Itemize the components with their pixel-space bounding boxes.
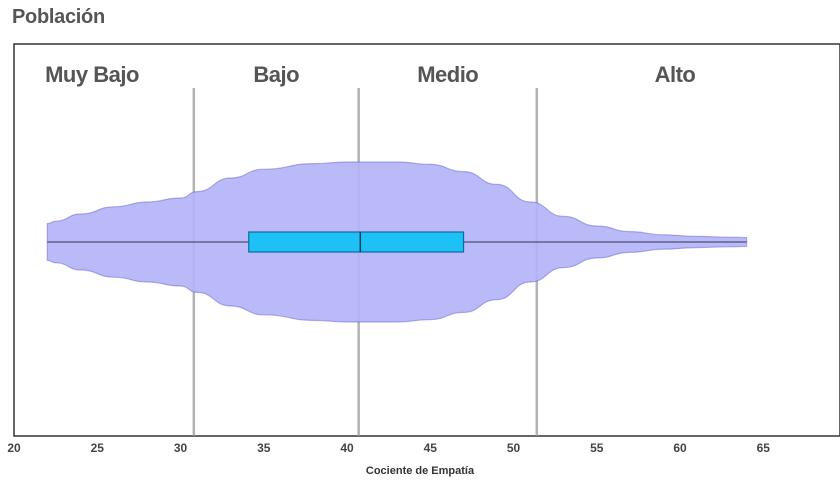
iqr-box (248, 231, 465, 253)
x-tick-label-65: 65 (757, 441, 771, 455)
x-axis-label: Cociente de Empatía (365, 465, 475, 477)
x-tick-label-60: 60 (673, 441, 687, 455)
plot-frame (13, 43, 840, 437)
x-tick-label-35: 35 (257, 441, 271, 455)
page-title: Población (12, 6, 105, 28)
category-label-4: Alto (655, 62, 696, 87)
x-tick-label-25: 25 (91, 441, 105, 455)
category-label-2: Bajo (253, 62, 299, 87)
category-label-3: Medio (417, 62, 478, 87)
category-label-1: Muy Bajo (45, 62, 139, 87)
x-tick-label-45: 45 (424, 441, 438, 455)
x-tick-label-30: 30 (174, 441, 188, 455)
x-tick-label-55: 55 (590, 441, 604, 455)
x-tick-label-40: 40 (340, 441, 354, 455)
x-tick-label-20: 20 (7, 441, 21, 455)
x-tick-label-50: 50 (507, 441, 521, 455)
